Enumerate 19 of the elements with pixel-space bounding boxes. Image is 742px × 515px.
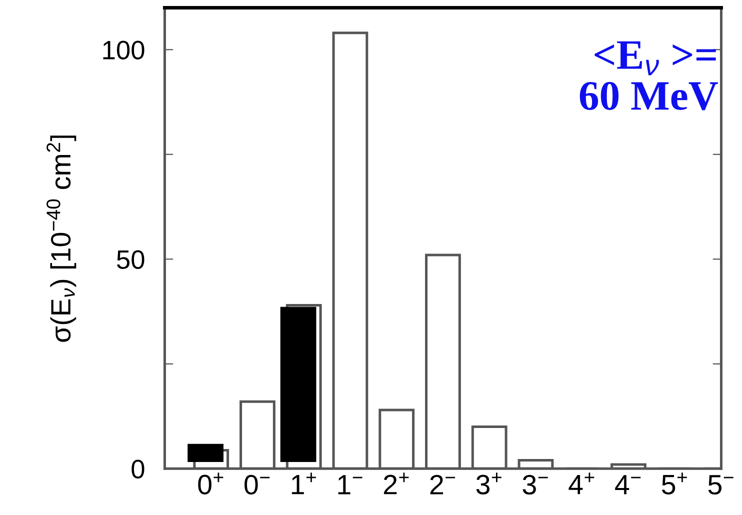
x-tick-label: 1$^{−}$ [338,475,362,494]
x-tick-label: 1$^{+}$ [292,472,316,494]
bar [280,306,316,462]
x-tick-label: 5$^{+}$ [662,472,687,494]
x-tick-label: 4$^{−}$ [615,475,641,494]
y-tick-label: 0 [132,460,144,478]
x-tick-label: 0$^{+}$ [198,472,224,494]
x-tick-label: 4$^{+}$ [568,472,594,494]
y-axis-title: σ(E$_{ν}$) [10$^{−40}$ cm$^{2}$] [46,136,76,342]
x-tick-label: 2$^{+}$ [384,472,409,494]
annotation: <E$_{ν}$ >= 60 MeV [580,41,718,110]
bar [188,444,224,462]
y-tick-label: 50 [116,250,144,269]
x-tick-label: 3$^{−}$ [522,474,548,495]
y-tick-label: 100 [103,40,144,60]
x-tick-label: 5$^{−}$ [708,475,734,495]
x-tick-label: 2$^{−}$ [430,474,456,494]
x-tick-label: 0$^{−}$ [244,474,270,495]
x-tick-label: 3$^{+}$ [476,472,502,494]
